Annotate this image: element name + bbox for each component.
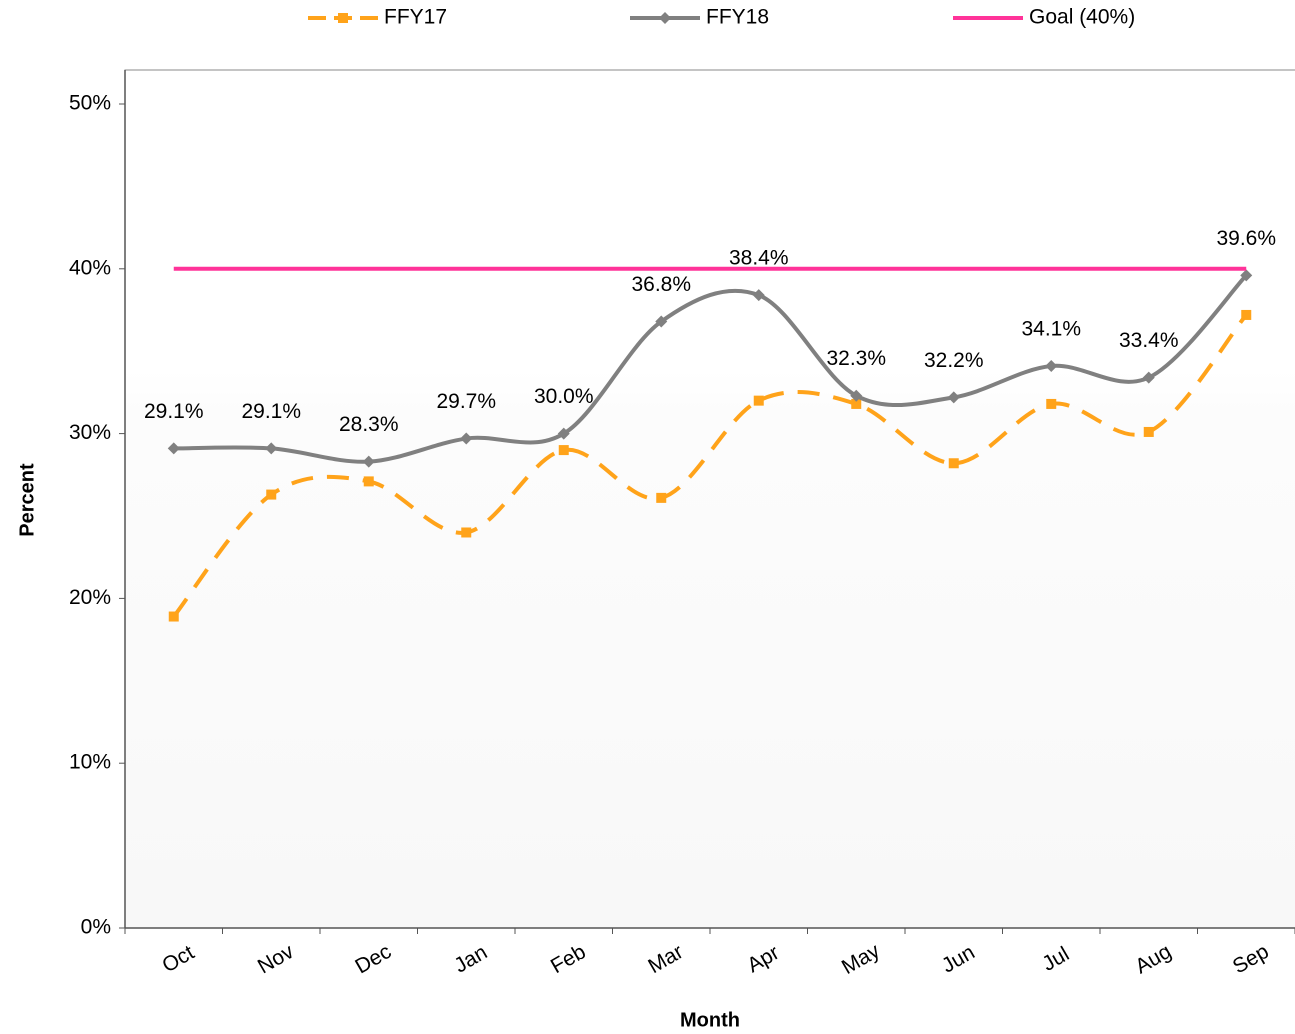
marker — [266, 489, 277, 500]
x-tick-label: Oct — [158, 941, 198, 977]
marker — [461, 527, 472, 538]
y-axis-title: Percent — [16, 463, 38, 537]
marker — [167, 442, 180, 455]
y-tick-label: 0% — [81, 916, 111, 939]
marker — [1143, 426, 1154, 437]
x-tick-label: Dec — [351, 940, 395, 979]
x-tick-label: Aug — [1131, 940, 1175, 979]
y-tick-label: 40% — [69, 256, 111, 279]
data-label: 30.0% — [534, 385, 594, 408]
legend-marker — [659, 12, 671, 24]
marker — [168, 611, 179, 622]
marker — [557, 427, 570, 440]
marker — [558, 445, 569, 456]
marker — [363, 476, 374, 487]
y-tick-label: 30% — [69, 421, 111, 444]
y-tick-label: 50% — [69, 92, 111, 115]
marker — [1046, 398, 1057, 409]
marker — [655, 315, 668, 328]
data-label: 29.1% — [241, 400, 301, 423]
data-label: 34.1% — [1021, 318, 1081, 341]
data-label: 36.8% — [631, 273, 691, 296]
data-label: 29.7% — [436, 390, 496, 413]
marker — [1241, 309, 1252, 320]
marker — [1240, 269, 1253, 282]
data-label: 33.4% — [1119, 329, 1179, 352]
marker — [850, 389, 863, 402]
legend-label: FFY17 — [384, 6, 447, 29]
x-axis-title: Month — [680, 1009, 740, 1031]
data-label: 39.6% — [1216, 227, 1276, 250]
legend-label: FFY18 — [706, 6, 769, 29]
x-tick-label: May — [838, 939, 884, 979]
x-tick-label: Mar — [644, 940, 687, 978]
marker — [656, 492, 667, 503]
marker — [1142, 371, 1155, 384]
x-tick-label: Jul — [1038, 943, 1073, 976]
marker — [460, 432, 473, 445]
data-label: 32.3% — [826, 347, 886, 370]
data-label: 38.4% — [729, 247, 789, 270]
marker — [851, 398, 862, 409]
plot-area — [124, 69, 1295, 929]
x-tick-label: Apr — [743, 941, 783, 977]
marker — [948, 458, 959, 469]
data-label: 29.1% — [144, 400, 204, 423]
x-tick-label: Feb — [547, 940, 590, 978]
marker — [753, 395, 764, 406]
x-tick-label: Jun — [938, 941, 979, 978]
marker — [1045, 360, 1058, 373]
x-tick-label: Jan — [450, 941, 491, 978]
legend-marker — [338, 13, 348, 23]
series-line — [172, 313, 1248, 618]
marker — [362, 455, 375, 468]
legend-label: Goal (40%) — [1029, 6, 1135, 29]
marker — [947, 391, 960, 404]
x-tick-label: Nov — [254, 940, 298, 979]
x-tick-label: Sep — [1229, 940, 1273, 979]
marker — [265, 442, 278, 455]
data-label: 32.2% — [924, 349, 984, 372]
marker — [752, 289, 765, 302]
data-label: 28.3% — [339, 413, 399, 436]
y-tick-label: 10% — [69, 751, 111, 774]
y-tick-label: 20% — [69, 586, 111, 609]
